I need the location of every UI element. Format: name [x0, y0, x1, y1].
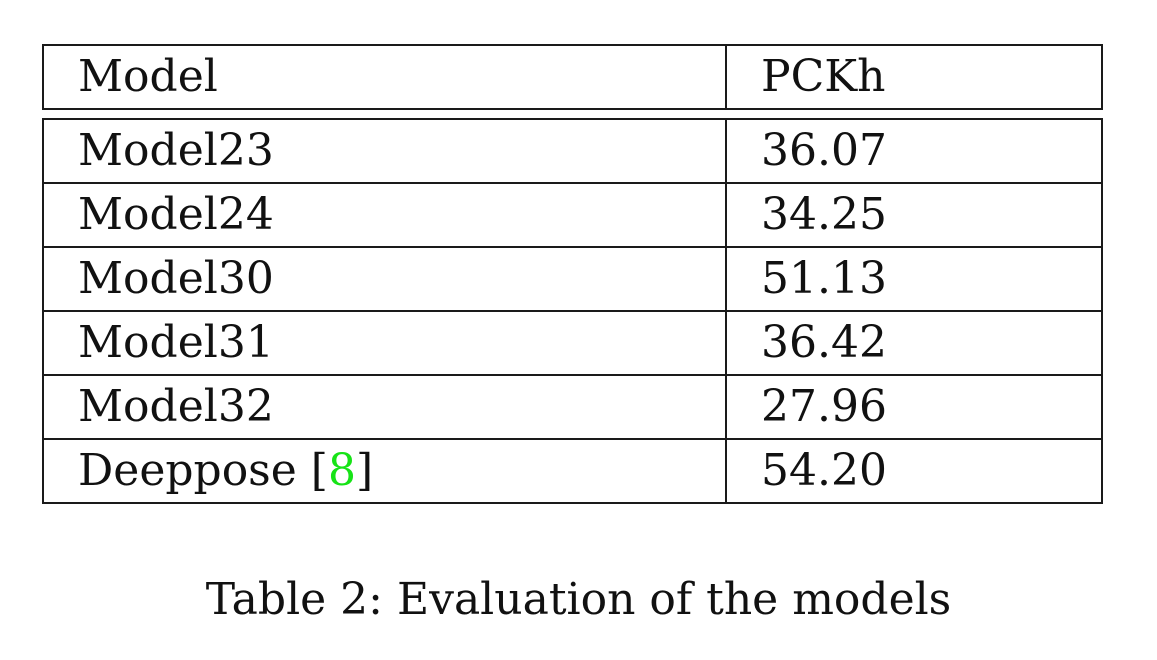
table-row: Model32 27.96 — [42, 374, 1103, 440]
model-cell: Model32 — [42, 374, 727, 440]
header-pckh: PCKh — [725, 44, 1103, 110]
results-table-container: Model PCKh Model23 36.07 Model24 34.25 M… — [42, 44, 1103, 504]
header-model: Model — [42, 44, 727, 110]
pckh-cell: 34.25 — [725, 182, 1103, 248]
pckh-cell: 51.13 — [725, 246, 1103, 312]
table-row: Model24 34.25 — [42, 182, 1103, 248]
model-name: Deeppose — [78, 445, 297, 496]
pckh-cell: 54.20 — [725, 438, 1103, 504]
table-row: Model23 36.07 — [42, 118, 1103, 184]
model-cell: Model30 — [42, 246, 727, 312]
citation-link[interactable]: 8 — [327, 445, 356, 496]
model-cell: Model23 — [42, 118, 727, 184]
pckh-cell: 27.96 — [725, 374, 1103, 440]
pckh-cell: 36.07 — [725, 118, 1103, 184]
table-row: Model30 51.13 — [42, 246, 1103, 312]
table-header-row: Model PCKh — [42, 44, 1103, 110]
table-row: Model31 36.42 — [42, 310, 1103, 376]
pckh-cell: 36.42 — [725, 310, 1103, 376]
model-cell: Deeppose [8] — [42, 438, 727, 504]
header-separator — [43, 108, 1102, 120]
model-cell: Model24 — [42, 182, 727, 248]
results-table: Model PCKh Model23 36.07 Model24 34.25 M… — [42, 44, 1103, 504]
table-caption: Table 2: Evaluation of the models — [205, 574, 952, 625]
table-row: Deeppose [8] 54.20 — [42, 438, 1103, 504]
model-cell: Model31 — [42, 310, 727, 376]
